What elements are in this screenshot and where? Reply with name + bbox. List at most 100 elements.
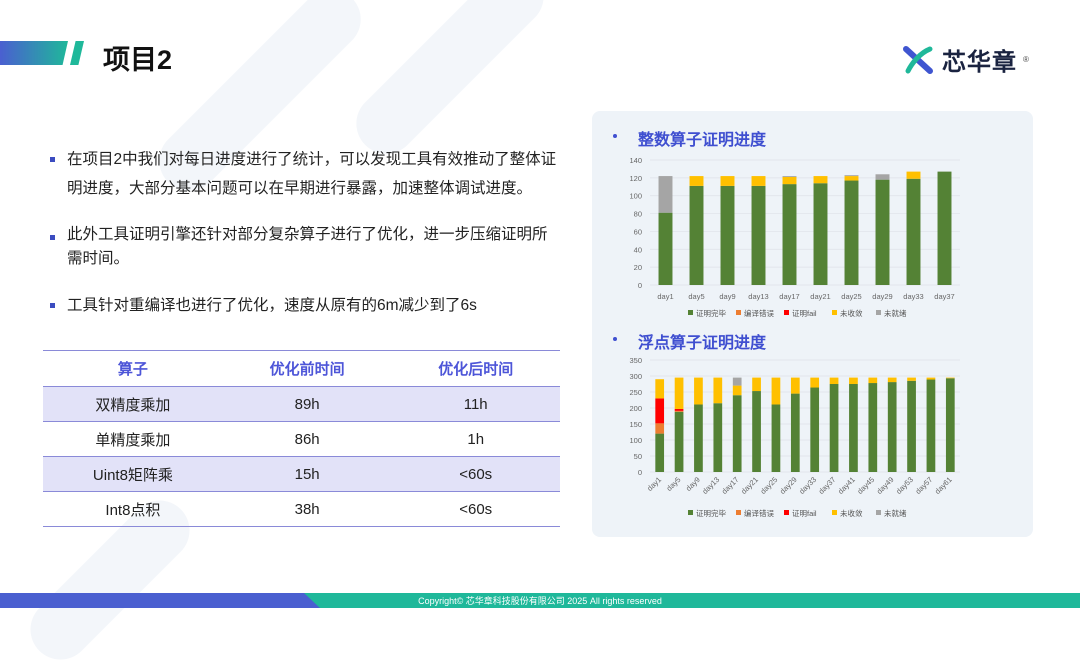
- bar-segment: [906, 171, 921, 179]
- x-tick-label: day5: [688, 292, 704, 301]
- bar-segment: [782, 176, 797, 177]
- x-tick-label: day29: [872, 292, 892, 301]
- x-tick-label: day53: [894, 475, 915, 496]
- table-header-row: 算子 优化前时间 优化后时间: [43, 350, 560, 387]
- y-tick-label: 120: [629, 174, 642, 183]
- column-header: 优化后时间: [391, 350, 560, 387]
- legend-swatch: [688, 510, 693, 515]
- table-row: Uint8矩阵乘 15h <60s: [43, 456, 560, 492]
- bar-segment: [771, 377, 781, 405]
- x-tick-label: day37: [934, 292, 954, 301]
- x-tick-label: day57: [914, 475, 935, 496]
- x-tick-label: day25: [841, 292, 861, 301]
- bar-segment: [694, 377, 703, 405]
- table-cell: 双精度乘加: [43, 386, 223, 422]
- title-bullet-icon: [613, 337, 617, 341]
- table-cell: 1h: [391, 421, 560, 457]
- bar-segment: [658, 212, 673, 285]
- legend-swatch: [832, 510, 837, 515]
- optimization-table: 算子 优化前时间 优化后时间 双精度乘加 89h 11h 单精度乘加 86h 1h Ui…: [43, 350, 560, 527]
- legend-swatch: [784, 510, 789, 515]
- bar-segment: [945, 377, 955, 379]
- y-tick-label: 100: [629, 436, 642, 445]
- bullet-list: 在项目2中我们对每日进度进行了统计，可以发现工具有效推动了整体证明进度，大部分基…: [50, 145, 560, 340]
- bar-segment: [875, 174, 890, 180]
- legend-label: 编译错误: [744, 508, 774, 518]
- table-cell: 单精度乘加: [43, 421, 223, 457]
- x-tick-label: day49: [875, 475, 896, 496]
- legend-label: 证明完毕: [696, 508, 726, 518]
- bar-segment: [907, 377, 916, 381]
- bar-segment: [751, 185, 766, 285]
- bar-segment: [732, 395, 742, 472]
- title-bullet-icon: [613, 134, 617, 138]
- bar-segment: [689, 185, 704, 285]
- bar-segment: [752, 377, 761, 392]
- bar-segment: [751, 176, 766, 186]
- bar-segment: [720, 185, 735, 285]
- x-tick-label: day37: [817, 475, 838, 496]
- y-tick-label: 0: [638, 281, 642, 290]
- integer-progress-chart: 0 20 40 60 80 100 120 140 day1 day5 day9 day13 day17…: [629, 156, 960, 318]
- bar-segment: [868, 377, 878, 384]
- legend-label: 证明fail: [792, 509, 817, 518]
- bullet-item: 在项目2中我们对每日进度进行了统计，可以发现工具有效推动了整体证明进度，大部分基…: [50, 145, 560, 203]
- y-tick-label: 150: [629, 420, 642, 429]
- x-tick-label: day29: [778, 475, 799, 496]
- bar-segment: [868, 383, 878, 472]
- bar-segment: [790, 377, 800, 394]
- bar-segment: [782, 184, 797, 285]
- bar-segment: [674, 377, 684, 409]
- table-row: 双精度乘加 89h 11h: [43, 386, 560, 422]
- legend-swatch: [736, 310, 741, 315]
- bar-segment: [810, 387, 820, 472]
- y-tick-label: 140: [629, 156, 642, 165]
- x-tick-label: day1: [657, 292, 673, 301]
- x-tick-label: day33: [903, 292, 923, 301]
- bar-segment: [674, 408, 684, 411]
- bar-segment: [689, 176, 704, 186]
- chart-title: 浮点算子证明进度: [638, 335, 767, 352]
- bar-segment: [771, 404, 781, 472]
- legend-label: 证明完毕: [696, 308, 726, 318]
- bullet-icon: [50, 157, 55, 162]
- bar-segment: [810, 377, 820, 388]
- y-tick-label: 250: [629, 388, 642, 397]
- y-tick-label: 60: [634, 227, 642, 236]
- x-tick-label: day1: [645, 475, 663, 493]
- bar-segment: [694, 404, 703, 472]
- legend-label: 未收敛: [840, 308, 863, 318]
- bar-segment: [713, 403, 723, 472]
- y-tick-label: 100: [629, 192, 642, 201]
- bullet-item: 此外工具证明引擎还针对部分复杂算子进行了优化，进一步压缩证明所需时间。: [50, 223, 560, 271]
- bar-segment: [907, 380, 916, 472]
- y-tick-label: 200: [629, 404, 642, 413]
- table-row: Int8点积 38h <60s: [43, 491, 560, 527]
- title-accent-bar: [0, 41, 68, 65]
- bullet-text: 在项目2中我们对每日进度进行了统计，可以发现工具有效推动了整体证明进度，大部分基…: [67, 151, 557, 197]
- table-cell: <60s: [391, 491, 560, 527]
- bar-segment: [829, 377, 839, 384]
- y-tick-label: 350: [629, 356, 642, 365]
- bar-segment: [875, 179, 890, 285]
- company-logo: 芯华章 ®: [902, 42, 1029, 77]
- table-cell: 11h: [391, 386, 560, 422]
- background-decoration: [343, 0, 557, 167]
- footer-accent: [0, 593, 320, 608]
- bar-segment: [782, 176, 797, 185]
- bar-segment: [887, 377, 897, 383]
- legend-label: 编译错误: [744, 308, 774, 318]
- x-tick-label: day21: [739, 475, 760, 496]
- bar-segment: [844, 180, 859, 285]
- column-header: 算子: [43, 350, 223, 387]
- bar-segment: [849, 377, 858, 384]
- bullet-text: 工具针对重编译也进行了优化，速度从原有的6m减少到了6s: [67, 297, 477, 314]
- legend-swatch: [876, 510, 881, 515]
- title-accent-slash: [70, 41, 84, 65]
- bar-segment: [813, 176, 828, 184]
- bar-segment: [849, 384, 858, 472]
- x-tick-label: day17: [720, 475, 741, 496]
- y-tick-label: 0: [638, 468, 642, 477]
- bar-segment: [752, 391, 761, 472]
- x-tick-label: day13: [748, 292, 768, 301]
